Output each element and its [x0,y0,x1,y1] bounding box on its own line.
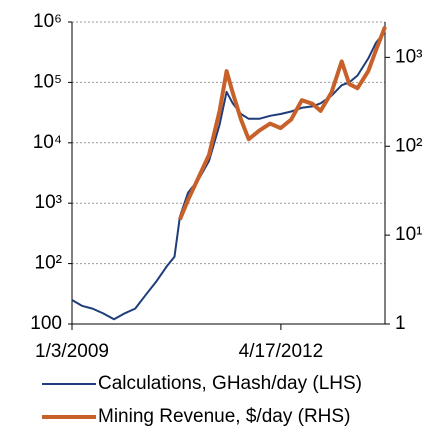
y-tick-label: 10⁵ [33,71,62,92]
y2-tick-label: 10¹ [395,224,422,245]
legend-label: Calculations, GHash/day (LHS) [98,373,362,394]
y2-tick-label: 1 [395,313,406,334]
y-tick-label: 10⁶ [33,11,62,32]
y-tick-label: 100 [30,313,62,334]
series-line [71,30,386,321]
y2-tick-label: 10³ [395,46,422,67]
y-tick-label: 10² [35,253,62,274]
x-tick-label: 4/17/2012 [239,341,324,362]
legend-label: Mining Revenue, $/day (RHS) [98,406,350,427]
y-tick-label: 10³ [35,192,62,213]
y-tick-label: 10⁴ [33,132,62,153]
y2-tick-label: 10² [395,135,422,156]
series-line [178,26,387,221]
x-tick-label: 1/3/2009 [35,341,109,362]
